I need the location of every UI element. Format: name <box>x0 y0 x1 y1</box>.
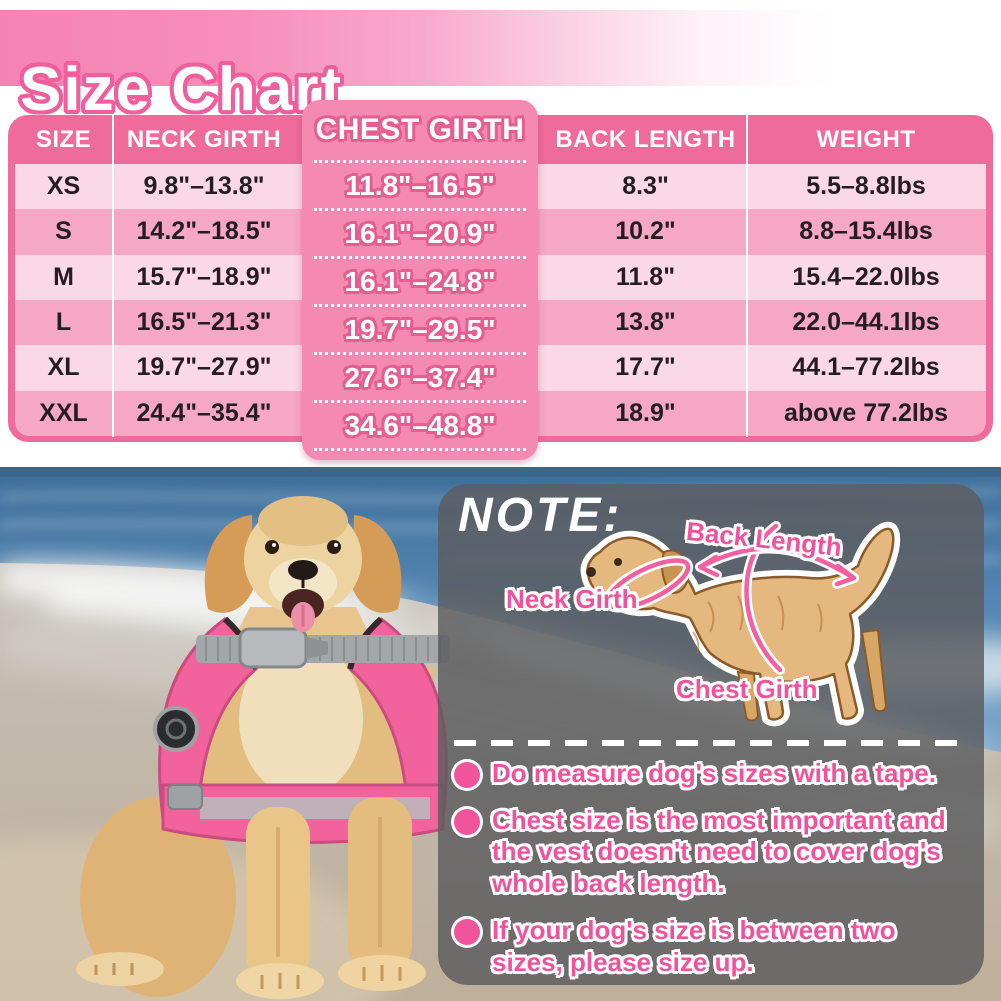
bullet-text: If your dog's size is between two sizes,… <box>492 914 896 977</box>
chest-girth-value: 16.1"–20.9" <box>314 208 526 256</box>
back-length-cell: 11.8" <box>615 262 676 291</box>
note-bullets: Do measure dog's sizes with a tape. Chest… <box>454 758 972 978</box>
neck-girth-label: Neck Girth <box>506 584 638 614</box>
bullet-dot-icon <box>454 762 480 788</box>
neck-girth-cell: 14.2"–18.5" <box>136 217 272 246</box>
column-divider <box>112 115 114 437</box>
chest-girth-value: 11.8"–16.5" <box>314 160 526 208</box>
table-row-s: S 14.2"–18.5" 10.2" 8.8–15.4lbs <box>15 209 986 255</box>
title-banner: Size Chart <box>0 10 1001 124</box>
column-header-neck-girth: NECK GIRTH <box>126 125 282 153</box>
size-cell: L <box>55 308 72 337</box>
page-title: Size Chart <box>20 54 344 124</box>
column-header-back-length: BACK LENGTH <box>555 125 736 153</box>
bullet-text: Chest size is the most important and the… <box>492 804 946 899</box>
size-cell: XXL <box>39 398 88 427</box>
fur-strokes <box>692 595 823 655</box>
size-cell: XL <box>47 353 80 382</box>
bullet-text: Do measure dog's sizes with a tape. <box>492 758 936 788</box>
chest-girth-value: 19.7"–29.5" <box>314 304 526 352</box>
weight-cell: 8.8–15.4lbs <box>799 217 933 246</box>
column-divider <box>746 115 748 437</box>
weight-cell: 44.1–77.2lbs <box>792 353 940 382</box>
table-header-row: SIZE NECK GIRTH BACK LENGTH WEIGHT <box>15 115 986 164</box>
weight-cell: 22.0–44.1lbs <box>792 308 940 337</box>
neck-girth-cell: 15.7"–18.9" <box>136 262 272 291</box>
note-panel: NOTE: <box>438 484 984 985</box>
back-length-cell: 10.2" <box>615 217 676 246</box>
chest-girth-value: 34.6"–48.8" <box>314 400 526 448</box>
back-length-cell: 8.3" <box>622 172 669 201</box>
neck-girth-cell: 19.7"–27.9" <box>136 353 272 382</box>
size-cell: XS <box>46 172 81 201</box>
bullet-dot-icon <box>454 808 480 835</box>
chest-girth-value: 27.6"–37.4" <box>314 352 526 400</box>
measurement-marks <box>602 521 859 675</box>
dashed-divider <box>454 740 968 746</box>
chest-girth-column-panel: CHEST GIRTH 11.8"–16.5" 16.1"–20.9" 16.1"–… <box>302 100 538 460</box>
note-bullet: If your dog's size is between two sizes,… <box>454 915 972 978</box>
column-header-size: SIZE <box>35 125 92 153</box>
size-cell: M <box>53 262 74 291</box>
note-bullet: Do measure dog's sizes with a tape. <box>454 758 972 790</box>
chest-girth-values: 11.8"–16.5" 16.1"–20.9" 16.1"–24.8" 19.7"–2… <box>302 160 538 448</box>
size-cell: S <box>55 217 72 246</box>
weight-cell: 15.4–22.0lbs <box>792 262 940 291</box>
neck-girth-cell: 24.4"–35.4" <box>136 398 272 427</box>
note-bullet: Chest size is the most important and the… <box>454 805 972 900</box>
neck-girth-cell: 9.8"–13.8" <box>143 172 265 201</box>
back-length-cell: 17.7" <box>615 353 676 382</box>
weight-cell: 5.5–8.8lbs <box>806 172 926 201</box>
back-length-cell: 13.8" <box>615 308 676 337</box>
dog-photo <box>76 496 450 999</box>
bullet-dot-icon <box>454 918 480 945</box>
neck-girth-cell: 16.5"–21.3" <box>136 308 272 337</box>
back-length-cell: 18.9" <box>615 398 676 427</box>
chest-girth-label: Chest Girth <box>676 674 818 704</box>
measurement-diagram-dog <box>580 521 901 727</box>
column-header-weight: WEIGHT <box>816 125 916 153</box>
note-title: NOTE: <box>458 489 623 542</box>
chest-girth-value: 16.1"–24.8" <box>314 256 526 304</box>
dotted-divider <box>314 448 526 451</box>
column-header-chest-girth: CHEST GIRTH <box>315 113 525 146</box>
weight-cell: above 77.2lbs <box>784 398 948 427</box>
